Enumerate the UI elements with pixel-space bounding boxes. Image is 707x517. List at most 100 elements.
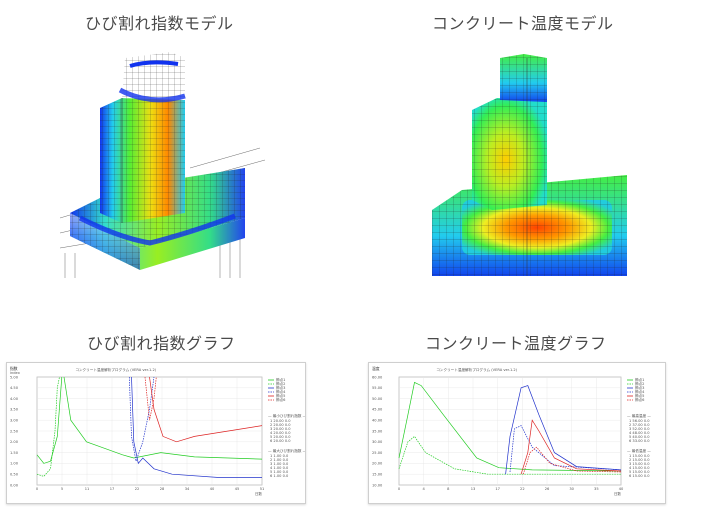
crack-index-model-image (59, 48, 270, 278)
table-row: 1 20.00 0.0 (270, 419, 291, 423)
table-row: 2 20.00 0.0 (270, 423, 291, 427)
x-tick-label: 26 (545, 487, 550, 491)
y-tick-label: 3.50 (10, 408, 19, 412)
crack-model-heading: ひび割れ指数モデル (85, 14, 234, 33)
y-tick-label: 30.00 (372, 440, 383, 444)
x-tick-label: 45 (235, 487, 240, 491)
temperature-chart: コンクリート温度解析プログラム (VERA ver.1.2) 温度 60.00 55.… (368, 362, 666, 504)
x-tick-label: 0 (36, 487, 39, 491)
table-row: 3 52.00 0.0 (629, 427, 650, 431)
legend-label: 節点6 (635, 397, 645, 402)
legend-label: 節点5 (276, 393, 285, 398)
legend-label: 節点6 (276, 397, 286, 402)
x-tick-label: 5 (61, 487, 63, 491)
legend-label: 節点3 (635, 385, 644, 390)
y-axis-unit: 温度 (372, 366, 380, 371)
series-line-7 (144, 376, 157, 421)
table-row: 2 37.00 0.0 (629, 423, 650, 427)
table-row: 6 1.00 0.0 (270, 474, 289, 478)
x-tick-label: 11 (85, 487, 90, 491)
x-tick-label: 13 (471, 487, 476, 491)
series-line-3 (505, 385, 622, 475)
y-tick-label: 4.50 (10, 386, 19, 390)
table-row: 4 15.00 0.0 (629, 466, 650, 470)
table-row: 1 1.00 0.0 (270, 454, 289, 458)
y-tick-label: 0.50 (10, 473, 19, 477)
series-line-6 (522, 446, 622, 475)
x-tick-label: 17 (495, 487, 500, 491)
legend-label: 節点1 (276, 377, 285, 382)
table-row: 3 1.00 0.0 (270, 462, 289, 466)
y-tick-label: 35.00 (372, 429, 383, 433)
y-tick-label: 5.00 (10, 375, 19, 379)
y-tick-label: 45.00 (372, 408, 383, 412)
table-row: 1 56.00 0.0 (629, 419, 650, 423)
legend-label: 節点2 (276, 381, 285, 386)
table-row: 6 15.00 0.0 (629, 474, 650, 478)
y-tick-label: 15.00 (372, 473, 383, 477)
chart-title: コンクリート温度解析プログラム (VERA ver.1.2) (75, 367, 156, 372)
series-line-2 (398, 435, 621, 475)
series-line-1 (36, 376, 63, 464)
y-tick-label: 1.00 (10, 462, 19, 466)
crack-index-chart: コンクリート温度解析プログラム (VERA ver.1.2) 指数 index 5.0… (6, 362, 306, 504)
legend-label: 節点4 (635, 389, 645, 394)
table-row: 3 20.00 0.0 (270, 427, 291, 431)
x-tick-label: 28 (160, 487, 165, 491)
series-line-6 (149, 376, 263, 443)
y-tick-label: 60.00 (372, 375, 383, 379)
y-tick-label: 4.00 (10, 397, 19, 401)
y-tick-label: 2.00 (10, 440, 19, 444)
x-tick-label: 0 (398, 487, 401, 491)
series-line-5 (128, 376, 155, 463)
table-row: 4 1.00 0.0 (270, 466, 289, 470)
x-tick-label: 8 (447, 487, 450, 491)
x-axis-unit: 日数 (255, 491, 263, 496)
table-row: 5 40.00 0.0 (629, 435, 650, 439)
series-line-1 (398, 381, 622, 472)
y-tick-label: 1.50 (10, 451, 19, 455)
y-tick-label: 10.00 (372, 483, 383, 487)
x-tick-label: 35 (594, 487, 599, 491)
table-row: 5 20.00 0.0 (270, 435, 291, 439)
y-tick-label: 55.00 (372, 386, 383, 390)
series-line-3 (63, 376, 263, 460)
table-row: 2 15.00 0.0 (629, 458, 650, 462)
y-tick-label: 20.00 (372, 462, 383, 466)
table-title: — 最低温度 — (627, 448, 651, 453)
x-tick-label: 17 (110, 487, 115, 491)
x-tick-label: 34 (185, 487, 190, 491)
series-line-5 (520, 419, 622, 475)
x-tick-label: 30 (569, 487, 574, 491)
x-tick-label: 22 (520, 487, 525, 491)
crack-graph-heading: ひび割れ指数グラフ (87, 334, 236, 353)
x-tick-label: 4 (423, 487, 426, 491)
series-line-2 (36, 376, 60, 477)
x-tick-label: 22 (135, 487, 140, 491)
series-line-4 (509, 425, 622, 473)
y-tick-label: 25.00 (372, 451, 383, 455)
table-row: 1 15.00 0.0 (629, 454, 650, 458)
table-row: 6 20.00 0.0 (270, 439, 291, 443)
y-tick-label: 2.50 (10, 429, 19, 433)
table-row: 4 48.00 0.0 (629, 431, 650, 435)
x-tick-label: 40 (210, 487, 215, 491)
x-tick-label: 51 (260, 487, 265, 491)
table-title: — 最小ひび割れ指数 — (268, 413, 305, 418)
table-title: — 最高温度 — (627, 413, 651, 418)
legend-label: 節点1 (635, 377, 644, 382)
legend-label: 節点5 (635, 393, 644, 398)
y-axis-unit-sub: index (10, 371, 21, 375)
y-tick-label: 3.00 (10, 419, 19, 423)
series-line-4 (131, 376, 262, 478)
x-tick-label: 40 (619, 487, 624, 491)
temp-model-heading: コンクリート温度モデル (432, 14, 614, 33)
temp-graph-heading: コンクリート温度グラフ (425, 334, 607, 353)
temperature-model-image (432, 50, 632, 276)
y-axis-unit: 指数 (10, 366, 18, 371)
legend-label: 節点4 (276, 389, 286, 394)
chart-title: コンクリート温度解析プログラム (VERA ver.1.2) (436, 367, 517, 372)
y-tick-label: 50.00 (372, 397, 383, 401)
legend-label: 節点2 (635, 381, 644, 386)
table-row: 4 20.00 0.0 (270, 431, 291, 435)
